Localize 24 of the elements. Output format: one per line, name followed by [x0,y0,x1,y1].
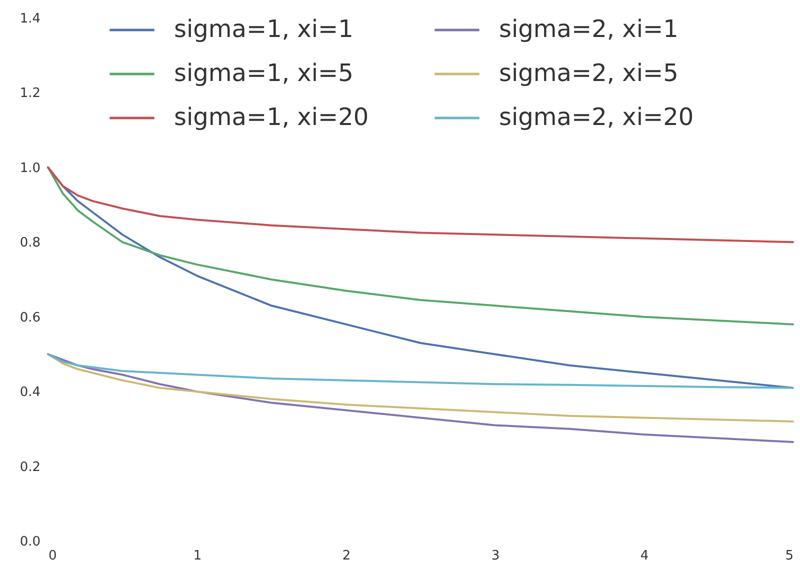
x-tick-label: 5 [785,548,794,564]
legend-label: sigma=1, xi=20 [174,103,369,131]
y-tick-label: 0.8 [20,236,40,251]
y-tick-label: 1.0 [20,160,40,176]
y-tick-label: 0.4 [20,385,40,400]
line-series [47,166,794,326]
y-tick-label: 1.2 [20,86,40,102]
y-tick-label: 1.4 [20,12,40,26]
x-tick-label: 2 [342,548,351,564]
legend-label: sigma=1, xi=5 [174,59,354,87]
legend-label: sigma=2, xi=1 [499,15,678,43]
y-tick-label: 0.0 [20,534,40,550]
legend-label: sigma=2, xi=20 [499,103,694,131]
x-tick-label: 1 [193,548,202,564]
x-tick-label: 3 [491,548,500,564]
line-series [47,353,794,422]
x-tick-label: 4 [640,548,649,564]
y-tick-label: 0.2 [20,460,40,475]
legend-label: sigma=1, xi=1 [174,15,354,43]
y-tick-label: 0.6 [20,310,40,326]
x-tick-label: 0 [48,548,57,564]
line-series [47,353,794,389]
legend-label: sigma=2, xi=5 [499,59,678,87]
line-series [47,166,794,244]
